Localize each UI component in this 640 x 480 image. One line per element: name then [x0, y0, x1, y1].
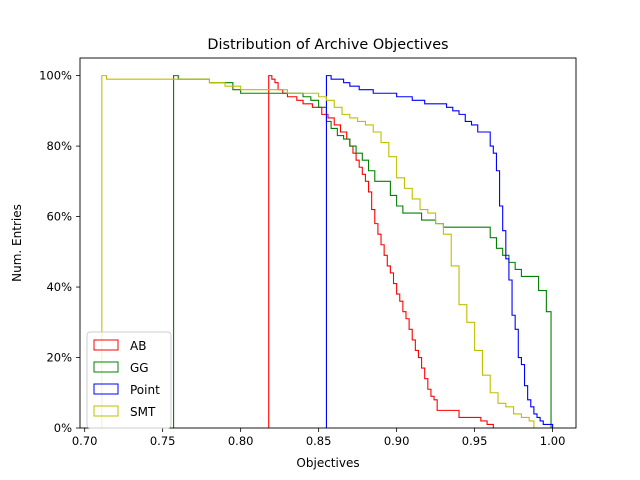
x-tick-label: 1.00 [540, 434, 566, 448]
plot-series-group [101, 75, 554, 428]
y-tick-label: 100% [39, 69, 72, 83]
legend-label-smt: SMT [130, 405, 156, 419]
x-tick-label: 0.85 [306, 434, 332, 448]
x-tick-label: 0.95 [462, 434, 488, 448]
series-line-gg [173, 75, 552, 428]
chart-title: Distribution of Archive Objectives [207, 37, 448, 53]
series-line-ab [268, 75, 494, 428]
y-axis-ticks: 0% 20% 40% 60% 80% 100% [39, 69, 80, 435]
legend-label-ab: AB [130, 339, 146, 353]
plot-frame [79, 57, 577, 429]
series-line-point [325, 75, 554, 428]
legend: AB GG Point SMT [86, 331, 172, 429]
legend-swatch-ab [93, 339, 119, 351]
legend-label-point: Point [130, 383, 160, 397]
x-tick-label: 0.70 [72, 434, 98, 448]
x-tick-label: 0.80 [228, 434, 254, 448]
y-tick-label: 60% [46, 210, 72, 224]
y-tick-label: 80% [46, 139, 72, 153]
y-tick-label: 20% [46, 351, 72, 365]
legend-swatch-gg [93, 361, 119, 373]
x-axis-ticks: 0.70 0.75 0.80 0.85 0.90 0.95 1.00 [72, 428, 566, 448]
legend-swatch-smt [93, 405, 119, 417]
x-tick-label: 0.75 [150, 434, 176, 448]
legend-box [86, 331, 172, 429]
series-line-smt [101, 75, 535, 428]
x-tick-label: 0.90 [384, 434, 410, 448]
legend-label-gg: GG [130, 361, 149, 375]
y-axis-label: Num. Entries [10, 204, 24, 282]
y-tick-label: 40% [46, 280, 72, 294]
y-tick-label: 0% [54, 421, 72, 435]
legend-swatch-point [93, 383, 119, 395]
x-axis-label: Objectives [296, 456, 359, 470]
